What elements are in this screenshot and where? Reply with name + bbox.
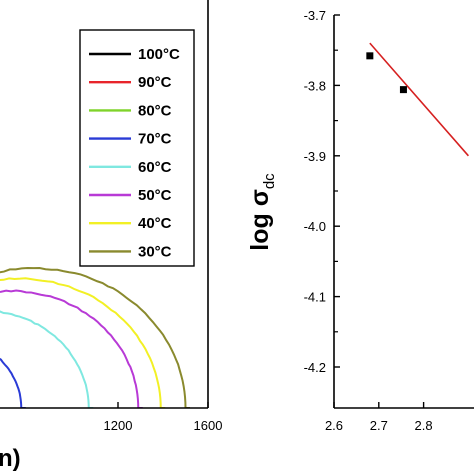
legend-box (79, 29, 195, 267)
right-y-axis-label-main: log σ (246, 189, 274, 251)
impedance-curve (0, 266, 190, 408)
right-x-ticks: 2.6 2.7 2.8 (325, 402, 433, 433)
impedance-plot-panel: 1200 1600 n) 100°C 90°C 80°C 70°C 60°C 50°C 40°… (0, 0, 222, 472)
legend-label: 60°C (138, 159, 172, 176)
impedance-curve (0, 357, 26, 408)
right-x-tick-label: 2.6 (325, 418, 343, 433)
left-x-tick-label: 1200 (104, 418, 133, 433)
fit-line (369, 42, 470, 157)
right-y-ticks: -3.7 -3.8 -3.9 -4.0 -4.1 -4.2 (304, 8, 340, 375)
legend-label: 80°C (138, 102, 172, 119)
legend: 100°C 90°C 80°C 70°C 60°C 50°C 40°C 30°C (79, 29, 195, 267)
right-y-tick-label: -4.0 (304, 219, 326, 234)
arrhenius-plot-panel: -3.7 -3.8 -3.9 -4.0 -4.1 -4.2 2.6 2.7 2.8 log σ… (246, 8, 474, 433)
impedance-curve (0, 277, 166, 408)
legend-label: 30°C (138, 243, 172, 260)
right-y-axis-label-subscript: dc (261, 173, 278, 189)
left-x-ticks: 1200 1600 (104, 402, 223, 433)
right-y-tick-label: -4.1 (304, 290, 326, 305)
left-x-tick-label: 1600 (194, 418, 223, 433)
right-y-tick-label: -3.9 (304, 149, 326, 164)
data-point (399, 86, 407, 94)
legend-label: 100°C (138, 46, 180, 63)
impedance-curve (0, 310, 94, 408)
right-y-tick-label: -4.2 (304, 360, 326, 375)
left-x-axis-label: n) (0, 445, 21, 472)
right-y-axis-label: log σdc (246, 173, 278, 251)
right-data-marks (366, 42, 470, 157)
right-y-tick-label: -3.7 (304, 8, 326, 23)
legend-items: 100°C 90°C 80°C 70°C 60°C 50°C 40°C 30°C (89, 46, 180, 260)
legend-label: 70°C (138, 131, 172, 148)
right-x-tick-label: 2.7 (370, 418, 388, 433)
right-x-tick-label: 2.8 (415, 418, 433, 433)
legend-label: 50°C (138, 187, 172, 204)
impedance-curves (0, 266, 190, 408)
data-point (366, 52, 374, 60)
legend-label: 90°C (138, 74, 172, 91)
right-y-tick-label: -3.8 (304, 78, 326, 93)
legend-label: 40°C (138, 215, 172, 232)
impedance-curve (0, 289, 143, 408)
